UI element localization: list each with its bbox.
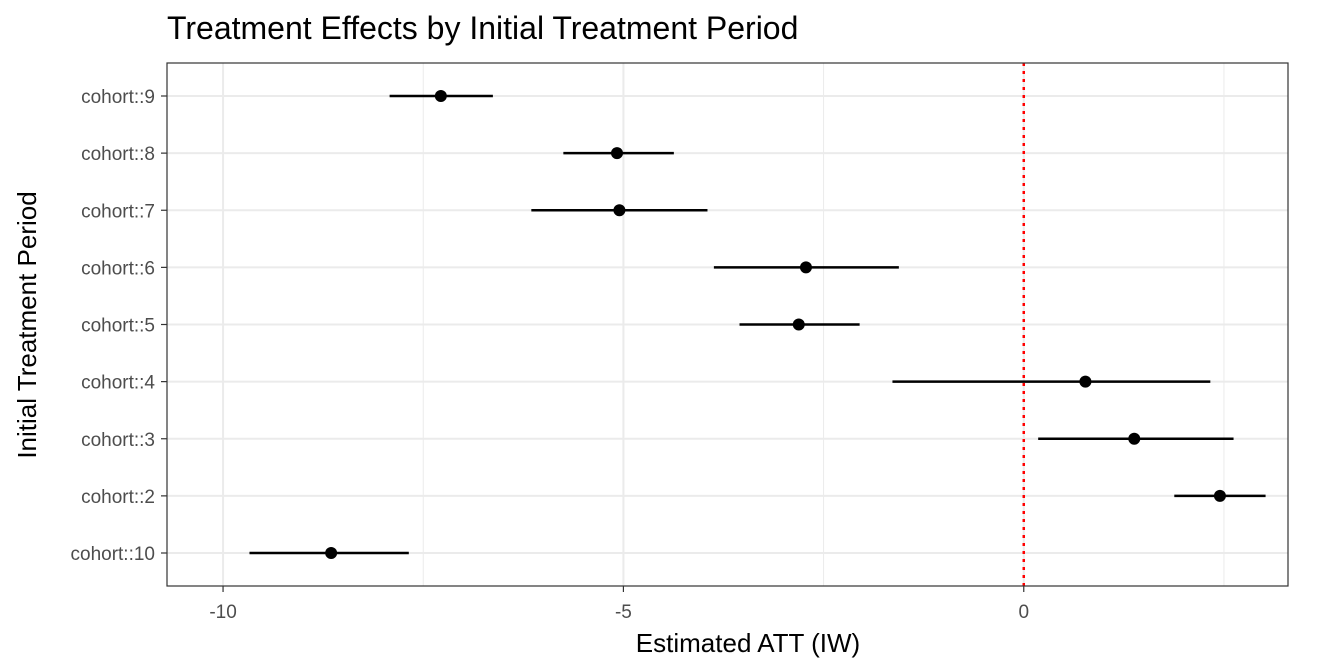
point-estimate (1079, 375, 1092, 388)
point-estimate (434, 90, 447, 102)
y-tick-label: cohort::9 (81, 87, 155, 108)
point-estimate (611, 147, 624, 160)
marks-layer (249, 90, 1266, 559)
y-axis-title: Initial Treatment Period (12, 191, 42, 458)
x-tick-label: 0 (1018, 602, 1029, 623)
y-tick-label: cohort::3 (81, 430, 155, 451)
y-tick-label: cohort::2 (81, 487, 155, 508)
y-tick-label: cohort::5 (81, 316, 155, 337)
x-axis-title: Estimated ATT (IW) (636, 628, 860, 658)
point-estimate (613, 204, 626, 217)
point-estimate (1213, 489, 1226, 502)
grid-layer (167, 63, 1288, 586)
y-tick-label: cohort::6 (81, 258, 155, 279)
point-estimate (325, 547, 338, 559)
axis-layer: -10 -5 0 cohort::10 cohort::2 cohort::3 cohort… (71, 87, 1030, 623)
y-tick-label: cohort::10 (71, 544, 156, 565)
x-tick-label: -10 (209, 602, 236, 623)
y-tick-label: cohort::4 (81, 373, 155, 394)
y-tick-label: cohort::8 (81, 144, 155, 165)
point-estimate (799, 261, 812, 274)
x-tick-label: -5 (615, 602, 632, 623)
y-tick-label: cohort::7 (81, 201, 155, 222)
chart-title: Treatment Effects by Initial Treatment P… (167, 10, 798, 46)
point-estimate (1128, 432, 1141, 445)
point-estimate (792, 318, 805, 331)
